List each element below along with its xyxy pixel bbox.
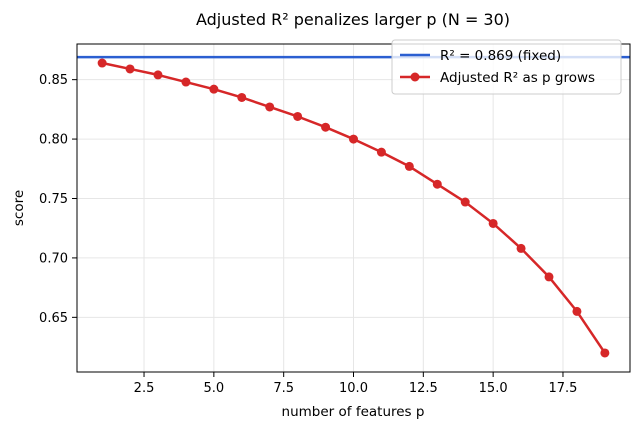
x-tick-label: 10.0	[339, 381, 368, 396]
x-tick-label: 12.5	[409, 381, 438, 396]
x-axis-title: number of features p	[282, 404, 425, 420]
data-point	[600, 348, 610, 358]
data-point	[460, 197, 470, 207]
legend-box	[391, 39, 622, 95]
data-point	[209, 84, 219, 94]
data-point	[376, 147, 386, 157]
data-point	[432, 179, 442, 189]
x-tick-label: 15.0	[479, 381, 508, 396]
data-point	[237, 92, 247, 102]
data-point	[293, 111, 303, 121]
y-tick-label: 0.80	[39, 133, 68, 148]
x-tick-label: 17.5	[548, 381, 577, 396]
y-axis: 0.65 0.70 0.75 0.80 0.85	[39, 73, 77, 326]
data-point	[321, 122, 331, 132]
series-layer	[97, 58, 610, 358]
data-point	[349, 134, 358, 144]
chart-title: Adjusted R² penalizes larger p (N = 30)	[196, 10, 510, 29]
data-point	[404, 161, 414, 171]
legend: R² = 0.869 (fixed) Adjusted R² as p grow…	[391, 39, 622, 95]
y-tick-label: 0.65	[39, 311, 68, 326]
data-point	[265, 102, 275, 112]
legend-label-hline: R² = 0.869 (fixed)	[440, 48, 561, 64]
y-tick-label: 0.75	[39, 192, 68, 207]
data-point	[125, 64, 135, 74]
legend-label-series: Adjusted R² as p grows	[440, 70, 595, 86]
x-tick-label: 7.5	[273, 381, 294, 396]
data-point	[544, 272, 554, 282]
x-tick-label: 2.5	[134, 381, 155, 396]
x-axis: 2.5 5.0 7.5 10.0 12.5 15.0 17.5	[134, 372, 577, 396]
data-point	[572, 306, 582, 316]
legend-marker-series	[410, 72, 420, 82]
data-point	[488, 218, 498, 228]
data-point	[97, 58, 107, 68]
y-axis-title: score	[11, 190, 27, 226]
data-point	[516, 243, 526, 253]
data-point	[181, 77, 191, 87]
y-tick-label: 0.70	[39, 251, 68, 266]
x-tick-label: 5.0	[204, 381, 225, 396]
y-tick-label: 0.85	[39, 73, 68, 88]
data-point	[153, 70, 163, 80]
grid	[77, 44, 630, 372]
